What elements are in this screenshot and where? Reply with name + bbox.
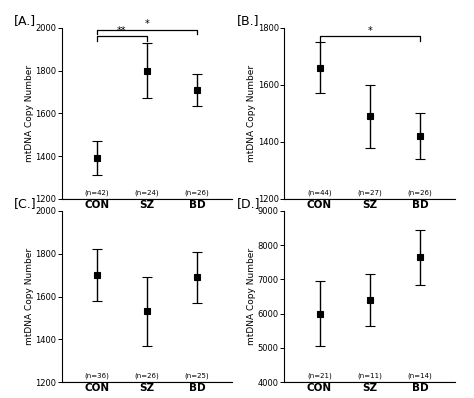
Text: (n=11): (n=11) bbox=[357, 372, 382, 378]
Y-axis label: mtDNA Copy Number: mtDNA Copy Number bbox=[25, 248, 34, 345]
Text: **: ** bbox=[117, 25, 127, 35]
Text: *: * bbox=[367, 25, 372, 35]
Text: (n=21): (n=21) bbox=[307, 372, 332, 378]
Text: [A.]: [A.] bbox=[14, 14, 36, 27]
Text: (n=27): (n=27) bbox=[357, 189, 382, 195]
Text: (n=42): (n=42) bbox=[84, 189, 109, 195]
Text: (n=44): (n=44) bbox=[307, 189, 332, 195]
Text: (n=26): (n=26) bbox=[185, 189, 210, 195]
Text: (n=26): (n=26) bbox=[408, 189, 432, 195]
Y-axis label: mtDNA Copy Number: mtDNA Copy Number bbox=[247, 248, 256, 345]
Text: (n=36): (n=36) bbox=[84, 372, 109, 378]
Text: *: * bbox=[145, 19, 149, 29]
Text: DLPFC: DLPFC bbox=[128, 244, 166, 254]
Y-axis label: mtDNA Copy Number: mtDNA Copy Number bbox=[247, 65, 256, 162]
Y-axis label: mtDNA Copy Number: mtDNA Copy Number bbox=[25, 65, 34, 162]
Text: [D.]: [D.] bbox=[237, 197, 260, 210]
Text: STG: STG bbox=[358, 244, 382, 254]
Text: [C.]: [C.] bbox=[14, 197, 36, 210]
Text: (n=14): (n=14) bbox=[408, 372, 432, 378]
Text: (n=25): (n=25) bbox=[185, 372, 210, 378]
Text: [B.]: [B.] bbox=[237, 14, 259, 27]
Text: (n=24): (n=24) bbox=[135, 189, 159, 195]
Text: (n=26): (n=26) bbox=[135, 372, 159, 378]
